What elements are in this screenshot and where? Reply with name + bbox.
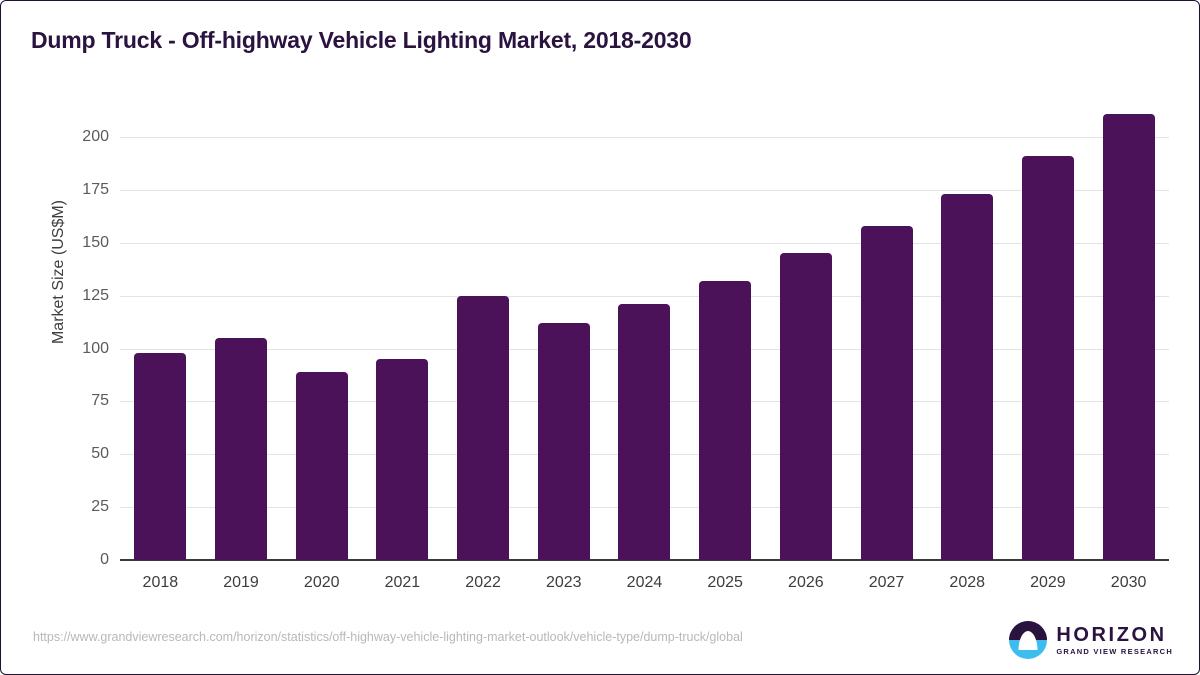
- x-axis-tick-label: 2019: [223, 574, 259, 591]
- y-axis-tick-label: 175: [82, 180, 109, 198]
- bar[interactable]: [860, 225, 913, 560]
- source-url[interactable]: https://www.grandviewresearch.com/horizo…: [33, 630, 743, 644]
- y-axis-title: Market Size (US$M): [50, 199, 67, 345]
- bar[interactable]: [699, 280, 752, 560]
- bar-slot: 2022: [443, 137, 524, 591]
- logo-text-block: HORIZON GRAND VIEW RESEARCH: [1056, 625, 1173, 656]
- chart-area: Market Size (US$M) 0 25 50 75 100 125 150 175 20…: [1, 1, 1199, 611]
- horizon-logo: HORIZON GRAND VIEW RESEARCH: [1009, 621, 1173, 659]
- gridline: [120, 295, 1169, 297]
- horizon-sun-icon: [1009, 621, 1048, 659]
- x-axis-tick-label: 2018: [142, 574, 179, 591]
- bar[interactable]: [1021, 156, 1074, 560]
- y-axis-tick-label: 0: [100, 551, 109, 568]
- bar-series: 2018 2019 2020 2021 2022 2023 2024 2025 2026 2027…: [120, 113, 1169, 591]
- y-axis-tick-label: 25: [91, 498, 109, 516]
- bar-slot: 2026: [766, 137, 847, 591]
- x-axis-tick-label: 2024: [626, 574, 663, 591]
- bar-slot: 2023: [523, 137, 604, 591]
- y-axis-tick-label: 150: [82, 233, 109, 251]
- plot-region: 0 25 50 75 100 125 150 175 200 2018 2019 2020 2021 20…: [82, 113, 1169, 591]
- bar-slot: 2020: [281, 137, 362, 591]
- bar-slot: 2029: [1008, 137, 1089, 591]
- bar-slot: 2025: [685, 137, 766, 591]
- x-axis-tick-label: 2022: [465, 574, 501, 591]
- y-axis-tick-label: 200: [82, 128, 109, 145]
- bar[interactable]: [618, 304, 671, 560]
- bar[interactable]: [134, 352, 187, 560]
- bar[interactable]: [941, 194, 994, 560]
- x-axis-tick-label: 2023: [545, 574, 582, 591]
- gridline: [120, 137, 1169, 138]
- bar[interactable]: [215, 337, 268, 560]
- x-axis-tick-label: 2030: [1110, 574, 1147, 591]
- x-axis-tick-label: 2027: [868, 574, 905, 591]
- gridline: [120, 189, 1169, 191]
- bar[interactable]: [376, 359, 429, 560]
- x-axis-tick-label: 2028: [949, 574, 986, 591]
- bar-slot: 2024: [604, 137, 685, 591]
- bar-slot: 2030: [1088, 113, 1169, 591]
- bar[interactable]: [457, 295, 510, 560]
- bar-slot: 2028: [927, 137, 1008, 591]
- logo-subtitle: GRAND VIEW RESEARCH: [1056, 646, 1173, 656]
- y-axis-tick-label: 50: [91, 445, 109, 463]
- page-title: Dump Truck - Off-highway Vehicle Lightin…: [31, 27, 692, 53]
- y-axis-tick-label: 125: [82, 286, 109, 304]
- bar-slot: 2018: [120, 137, 201, 591]
- logo-wordmark: HORIZON: [1056, 623, 1167, 646]
- y-axis-tick-label: 75: [91, 392, 109, 410]
- x-axis-tick-label: 2025: [707, 574, 743, 591]
- bar-slot: 2027: [846, 137, 927, 591]
- x-axis-tick-label: 2029: [1030, 574, 1066, 591]
- gridline: [120, 242, 1169, 244]
- x-axis-line: [120, 559, 1169, 561]
- y-axis-tick-label: 100: [82, 339, 109, 357]
- bar-slot: 2021: [362, 137, 443, 591]
- x-axis-tick-label: 2026: [788, 574, 824, 591]
- bar[interactable]: [779, 253, 832, 560]
- bar[interactable]: [537, 323, 590, 560]
- x-axis-tick-label: 2020: [303, 574, 340, 591]
- bar-slot: 2019: [201, 137, 282, 591]
- x-axis-tick-label: 2021: [384, 574, 421, 591]
- bar[interactable]: [295, 371, 348, 560]
- bar[interactable]: [1102, 113, 1155, 560]
